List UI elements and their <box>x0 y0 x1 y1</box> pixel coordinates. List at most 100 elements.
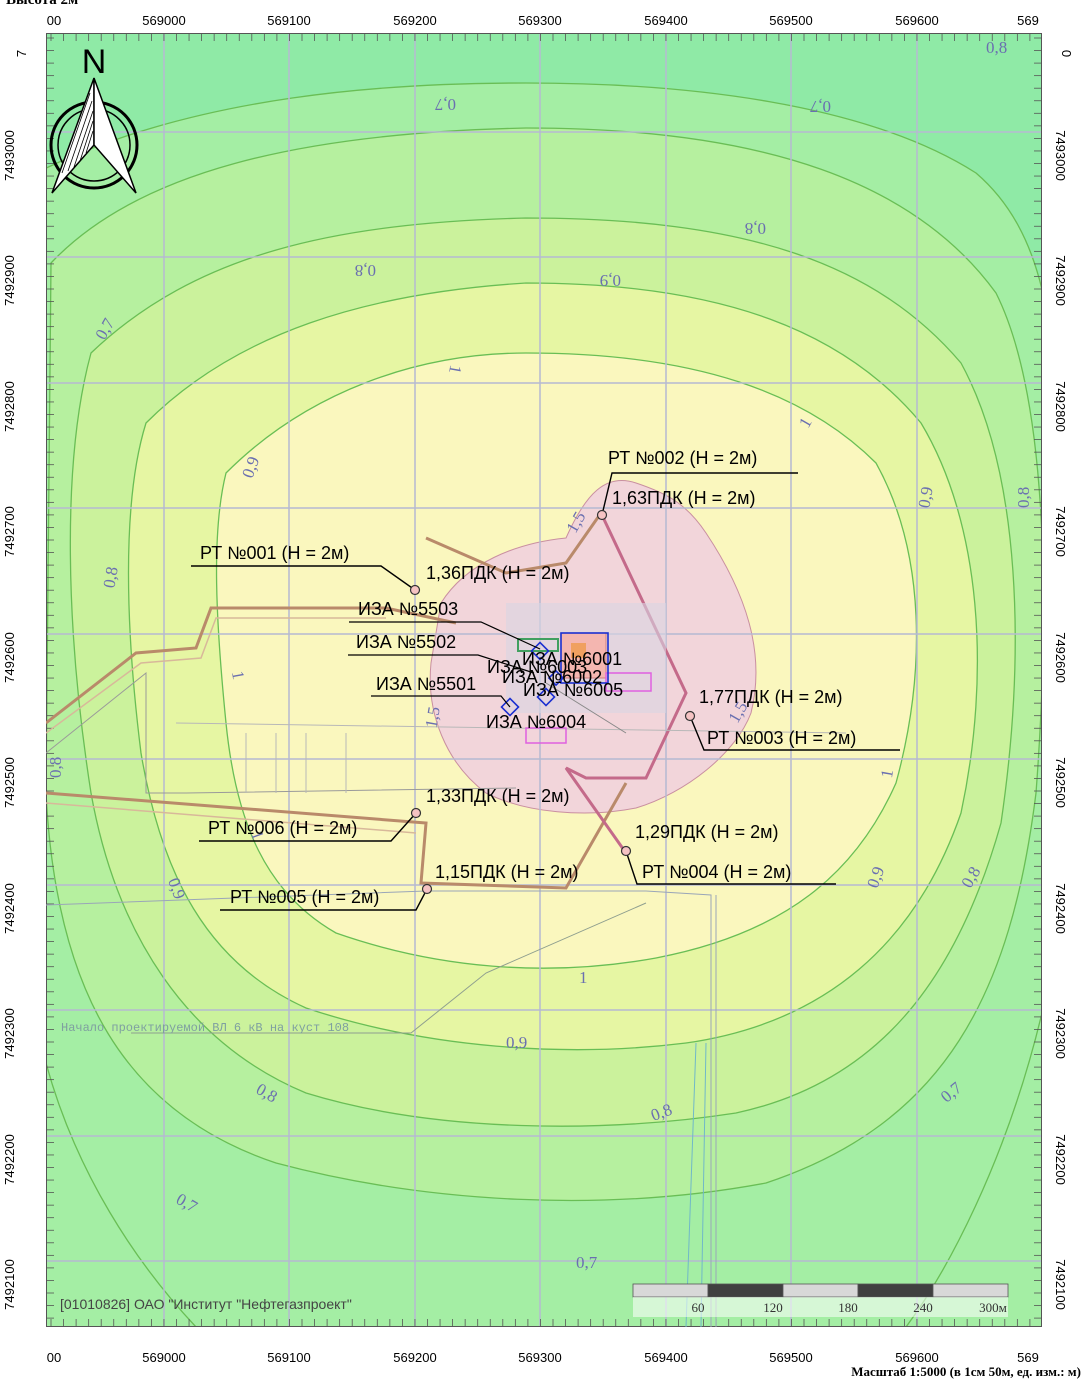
rt-value: 1,33ПДК (Н = 2м) <box>426 786 570 806</box>
y-tick: 7493000 <box>1 130 17 181</box>
contour-label: 0,8 <box>99 565 121 589</box>
rt-value: 1,29ПДК (Н = 2м) <box>635 822 779 842</box>
x-tick: 569200 <box>393 1350 437 1365</box>
north-arrow-icon: N <box>49 43 139 194</box>
contour-label: 1,5 <box>421 705 443 729</box>
x-tick: 569300 <box>518 1350 562 1365</box>
contour-label: 1 <box>579 968 588 987</box>
contour-label: 0,7 <box>809 97 831 116</box>
scale-label: 60 <box>692 1300 705 1315</box>
contour-lines <box>46 82 1042 1327</box>
contour-label: 0,9 <box>506 1033 527 1052</box>
rt-name: РТ №004 (Н = 2м) <box>642 862 791 882</box>
rt-point-005[interactable]: РТ №005 (Н = 2м) 1,15ПДК (Н = 2м) <box>220 862 579 911</box>
site-cluster <box>506 603 666 744</box>
x-tick: 569400 <box>644 13 688 28</box>
rt-name: РТ №006 (Н = 2м) <box>208 818 357 838</box>
contour-label: 0,7 <box>434 95 456 114</box>
y-tick: 7492200 <box>1 1134 17 1185</box>
y-tick: 7492500 <box>1 757 17 808</box>
scale-label: 240 <box>913 1300 933 1315</box>
scale-label: 180 <box>838 1300 858 1315</box>
rt-point-004[interactable]: 1,29ПДК (Н = 2м) РТ №004 (Н = 2м) <box>620 822 837 885</box>
rt-name: РТ №005 (Н = 2м) <box>230 887 379 907</box>
scale-label: 300м <box>979 1300 1007 1315</box>
contour-label: 0,9 <box>914 485 936 509</box>
contour-label: 0,8 <box>355 261 376 280</box>
iza-label: ИЗА №5503 <box>358 599 458 619</box>
y-tick: 7492700 <box>1052 506 1068 557</box>
infrastructure <box>46 512 847 1327</box>
x-tick: 569500 <box>769 1350 813 1365</box>
rt-name: РТ №002 (Н = 2м) <box>608 448 757 468</box>
x-tick: 569 <box>1017 1350 1039 1365</box>
y-tick: 7492500 <box>1052 757 1068 808</box>
north-label: N <box>82 43 107 81</box>
scale-label: 120 <box>763 1300 783 1315</box>
contour-label: 1 <box>228 669 248 681</box>
rt-point-003[interactable]: 1,77ПДК (Н = 2м) РТ №003 (Н = 2м) <box>684 687 901 751</box>
rt-point-001[interactable]: РТ №001 (Н = 2м) 1,36ПДК (Н = 2м) <box>191 543 570 596</box>
rt-value: 1,63ПДК (Н = 2м) <box>612 488 756 508</box>
x-tick: 569400 <box>644 1350 688 1365</box>
y-tick: 7492700 <box>1 506 17 557</box>
x-tick: 569500 <box>769 13 813 28</box>
iza-label: ИЗА №6004 <box>486 712 586 732</box>
credit: [01010826] ОАО "Институт "Нефтегазпроект… <box>60 1296 352 1312</box>
rt-name: РТ №003 (Н = 2м) <box>707 728 856 748</box>
x-tick: 00 <box>46 13 62 28</box>
x-tick: 569600 <box>895 1350 939 1365</box>
iza-label: ИЗА №5501 <box>376 674 476 694</box>
y-tick: 7492600 <box>1052 632 1068 683</box>
x-tick: 569600 <box>895 13 939 28</box>
y-tick: 7492400 <box>1052 883 1068 934</box>
x-tick: 569100 <box>267 13 311 28</box>
contour-label: 0,8 <box>1014 487 1033 508</box>
rt-value: 1,77ПДК (Н = 2м) <box>699 687 843 707</box>
contour-label: 0,8 <box>46 757 65 778</box>
rt-name: РТ №001 (Н = 2м) <box>200 543 349 563</box>
contour-label: 0,9 <box>600 271 621 290</box>
y-tick: 7492400 <box>1 883 17 934</box>
rt-point-002[interactable]: РТ №002 (Н = 2м) 1,63ПДК (Н = 2м) <box>596 448 799 521</box>
y-tick: 7492600 <box>1 632 17 683</box>
coordinate-grid <box>46 33 1042 1327</box>
map-canvas[interactable]: 0,7 0,7 0,7 0,7 0,7 0,7 0,8 0,8 0,8 0,8 … <box>46 33 1042 1327</box>
iza-labels: ИЗА №5503 ИЗА №5502 ИЗА №5501 ИЗА №6001 … <box>348 599 623 732</box>
y-tick: 7492800 <box>1 381 17 432</box>
map-title: Высота 2м <box>6 0 79 8</box>
y-tick: 7 <box>14 49 30 58</box>
contour-label: 0,8 <box>745 219 766 238</box>
y-tick: 7492100 <box>1052 1259 1068 1310</box>
x-tick: 569000 <box>142 13 186 28</box>
y-tick: 7492300 <box>1 1008 17 1059</box>
iza-label: ИЗА №6003 <box>487 657 587 677</box>
y-tick: 7493000 <box>1052 130 1068 181</box>
rt-value: 1,36ПДК (Н = 2м) <box>426 563 570 583</box>
x-tick: 569000 <box>142 1350 186 1365</box>
power-line-label: Начало проектируемой ВЛ 6 кВ на куст 108 <box>61 1021 349 1035</box>
y-tick: 7492800 <box>1052 381 1068 432</box>
border-ticks <box>46 33 1042 1327</box>
y-tick: 7492100 <box>1 1259 17 1310</box>
rt-points: РТ №001 (Н = 2м) 1,36ПДК (Н = 2м) РТ №00… <box>191 448 901 911</box>
y-tick: 0 <box>1059 49 1075 58</box>
minor-ticks <box>46 33 1042 1327</box>
rt-value: 1,15ПДК (Н = 2м) <box>435 862 579 882</box>
y-tick: 7492200 <box>1052 1134 1068 1185</box>
y-tick: 7492300 <box>1052 1008 1068 1059</box>
scale-bar: 60 120 180 240 300м <box>632 1283 1009 1317</box>
x-tick: 00 <box>46 1350 62 1365</box>
y-tick: 7492900 <box>1052 255 1068 306</box>
iza-label: ИЗА №6001 <box>522 649 622 669</box>
contour-label: 1 <box>877 768 897 780</box>
contour-label: 0,7 <box>576 1253 598 1272</box>
x-tick: 569100 <box>267 1350 311 1365</box>
iza-label: ИЗА №5502 <box>356 632 456 652</box>
iza-label: ИЗА №6005 <box>523 680 623 700</box>
contour-label: 0,8 <box>986 38 1007 57</box>
x-tick: 569300 <box>518 13 562 28</box>
rt-point-006[interactable]: РТ №006 (Н = 2м) 1,33ПДК (Н = 2м) <box>199 786 570 842</box>
x-tick: 569200 <box>393 13 437 28</box>
scale-caption: Масштаб 1:5000 (в 1см 50м, ед. изм.: м) <box>851 1364 1081 1379</box>
